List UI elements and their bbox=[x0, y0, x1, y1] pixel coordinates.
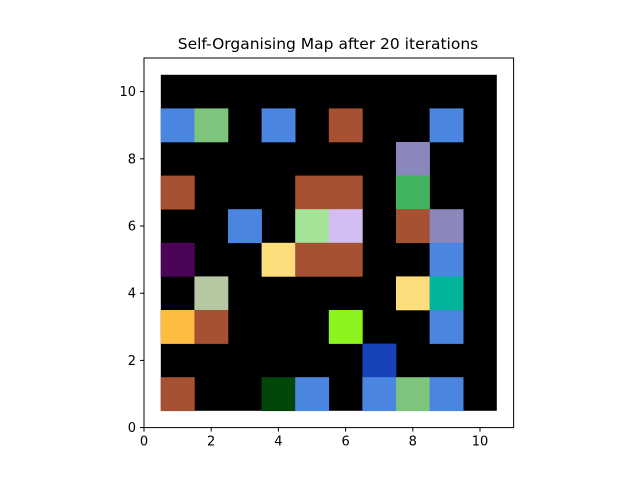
y-tick-label: 6 bbox=[128, 220, 136, 235]
som-cell bbox=[160, 377, 195, 412]
y-tick-label: 2 bbox=[128, 354, 136, 369]
chart-title: Self-Organising Map after 20 iterations bbox=[178, 35, 479, 53]
som-cell bbox=[261, 242, 296, 277]
som-cell bbox=[160, 242, 195, 277]
som-cell bbox=[429, 108, 464, 143]
y-tick-label: 0 bbox=[128, 421, 136, 436]
som-cell bbox=[328, 242, 363, 277]
x-tick-label: 4 bbox=[274, 435, 282, 450]
som-cell bbox=[396, 175, 430, 210]
som-cell bbox=[396, 142, 430, 176]
som-cell bbox=[228, 209, 262, 244]
som-cell bbox=[160, 175, 195, 210]
som-cell bbox=[396, 377, 430, 412]
som-cell bbox=[328, 209, 363, 244]
y-tick-label: 8 bbox=[128, 152, 136, 167]
cells-layer bbox=[160, 74, 497, 412]
som-cell bbox=[429, 242, 464, 277]
som-cell bbox=[295, 209, 330, 244]
som-cell bbox=[328, 175, 363, 210]
som-cell bbox=[396, 209, 430, 244]
som-cell bbox=[261, 108, 296, 143]
som-cell bbox=[261, 377, 296, 412]
y-tick-label: 10 bbox=[119, 85, 136, 100]
som-cell bbox=[295, 377, 330, 412]
x-tick-label: 8 bbox=[409, 435, 417, 450]
som-cell bbox=[295, 242, 330, 277]
som-cell bbox=[328, 108, 363, 143]
y-tick-label: 4 bbox=[128, 287, 136, 302]
som-cell bbox=[429, 276, 464, 311]
som-cell bbox=[160, 310, 195, 344]
x-tick-label: 2 bbox=[207, 435, 215, 450]
som-cell bbox=[396, 276, 430, 311]
som-cell bbox=[194, 310, 229, 344]
som-cell bbox=[194, 276, 229, 311]
x-axis: 0 2 4 6 8 10 bbox=[140, 427, 489, 450]
som-cell bbox=[160, 108, 195, 143]
som-cell bbox=[328, 310, 363, 344]
y-axis: 0 2 4 6 8 10 bbox=[119, 85, 144, 436]
som-cell bbox=[429, 310, 464, 344]
som-cell bbox=[362, 377, 397, 412]
som-cell bbox=[295, 175, 330, 210]
som-cell bbox=[194, 108, 229, 143]
som-cell bbox=[429, 209, 464, 244]
x-tick-label: 0 bbox=[140, 435, 148, 450]
plot-frame bbox=[143, 57, 515, 429]
som-cell bbox=[362, 343, 397, 378]
x-tick-label: 10 bbox=[472, 435, 489, 450]
som-cell bbox=[429, 377, 464, 412]
x-tick-label: 6 bbox=[341, 435, 349, 450]
